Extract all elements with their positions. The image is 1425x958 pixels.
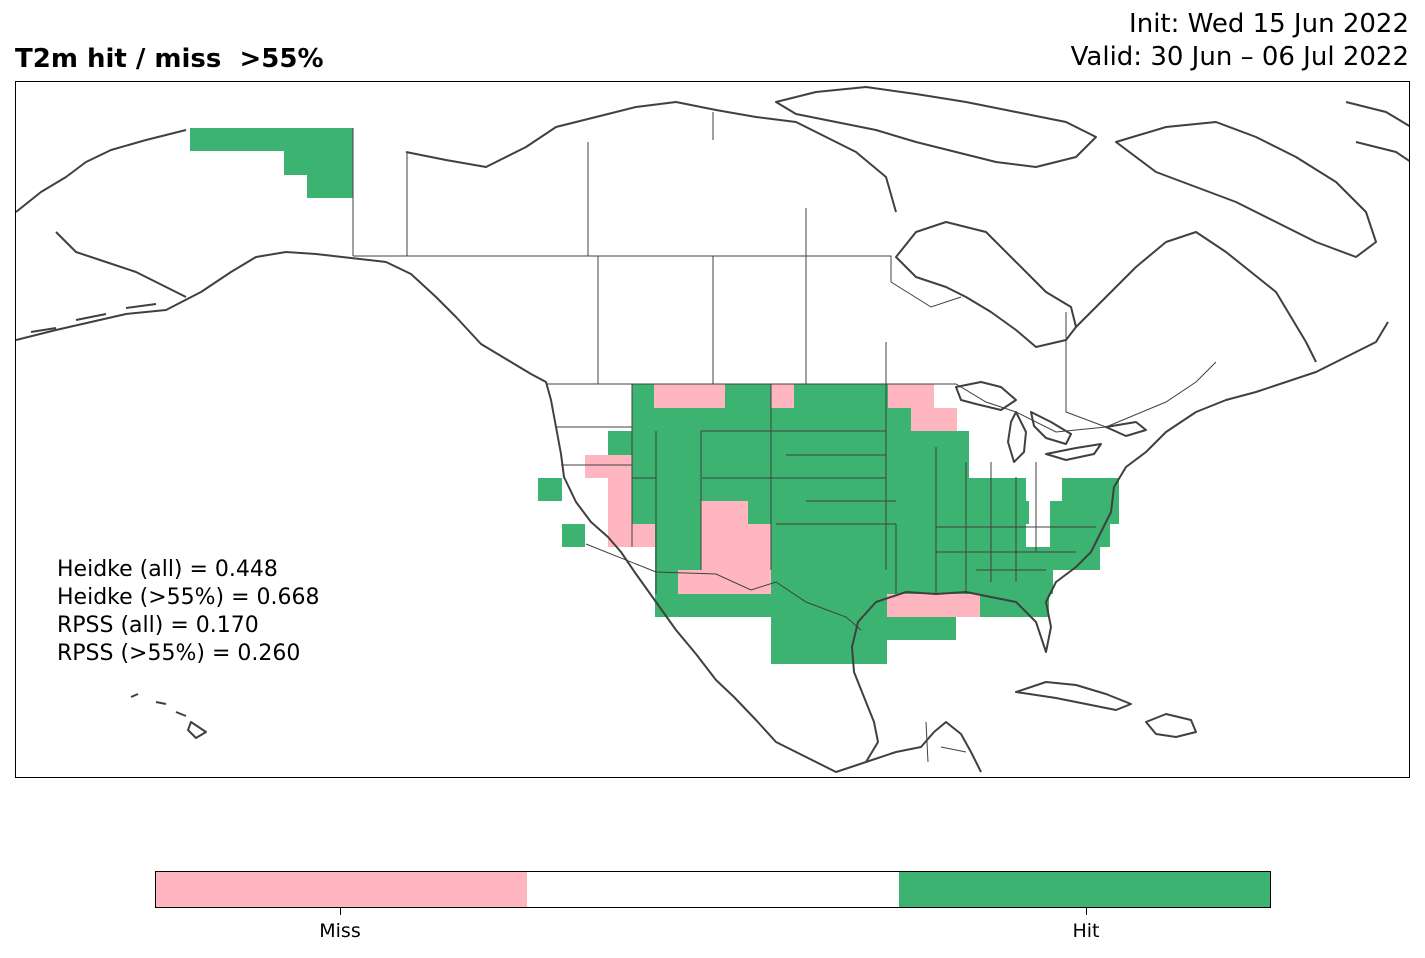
grid-cell-hit: [725, 384, 771, 408]
grid-cell-miss: [771, 384, 794, 408]
border-us-states: [556, 384, 1096, 594]
grid-cell-hit: [1050, 501, 1110, 547]
coastline-greenland: [1345, 101, 1409, 162]
coastline-cuba: [1015, 681, 1132, 711]
date-info: Init: Wed 15 Jun 2022 Valid: 30 Jun – 06…: [1071, 8, 1409, 74]
border-us-mexico: [585, 543, 862, 631]
border-provinces: [353, 255, 962, 308]
grid-cell-miss: [632, 524, 655, 547]
grid-cell-miss: [678, 570, 771, 594]
coastline-hispaniola: [1145, 713, 1197, 738]
heidke-all: Heidke (all) = 0.448: [57, 557, 278, 582]
grid-cell-hit: [562, 524, 585, 547]
grid-cell-hit: [284, 151, 353, 175]
grid-cell-miss: [654, 384, 725, 408]
border-quebec-ontario: [1065, 312, 1107, 428]
grid-cell-miss: [888, 384, 934, 408]
score-panel: Heidke (all) = 0.448 Heidke (>55%) = 0.6…: [57, 556, 320, 668]
coastline-baffin: [1115, 121, 1377, 258]
grid-cell-hit: [307, 175, 353, 198]
grid-cell-miss: [911, 408, 957, 431]
grid-cell-hit: [608, 431, 632, 455]
grid-cell-miss: [608, 478, 632, 547]
colorbar-label-miss: Miss: [319, 920, 361, 942]
border-central-america: [925, 721, 967, 763]
map-canvas: [16, 86, 1409, 773]
colorbar: [155, 871, 1271, 908]
colorbar-tick-miss: [340, 908, 341, 915]
colorbar-label-hit: Hit: [1072, 920, 1100, 942]
political-boundaries: [352, 112, 1217, 763]
coastline-arctic-islands: [775, 86, 1097, 168]
grid-cell-miss: [701, 524, 771, 570]
coastline-arctic: [405, 101, 897, 213]
coastline-yucatan: [865, 721, 982, 773]
hit-miss-grid: [190, 128, 1119, 664]
valid-date: Valid: 30 Jun – 06 Jul 2022: [1070, 42, 1409, 72]
coastline-labrador: [1075, 231, 1317, 363]
grid-cell-hit: [794, 384, 888, 408]
colorbar-segment-hit: [898, 872, 1270, 907]
colorbar-segment-miss: [156, 872, 528, 907]
grid-cell-hit: [632, 384, 654, 408]
grid-cell-miss: [887, 594, 980, 617]
coastline-aleutians: [30, 303, 157, 333]
grid-cell-hit: [632, 478, 1026, 501]
coastline-great-lakes: [955, 381, 1147, 463]
heidke-55: Heidke (>55%) = 0.668: [57, 585, 320, 610]
grid-cell-hit: [632, 501, 1062, 524]
coastline-hawaii: [130, 693, 207, 739]
grid-cell-miss: [585, 455, 632, 478]
map-panel: [15, 81, 1410, 778]
border-provinces-lines: [406, 112, 887, 384]
map-title: T2m hit / miss >55%: [15, 44, 324, 74]
grid-cell-miss: [701, 501, 748, 524]
rpss-55: RPSS (>55%) = 0.260: [57, 641, 301, 666]
init-date: Init: Wed 15 Jun 2022: [1129, 9, 1409, 39]
coastline-hudson-bay: [895, 221, 1077, 348]
coastline-north-america: [16, 251, 1389, 773]
rpss-all: RPSS (all) = 0.170: [57, 613, 259, 638]
colorbar-segment-neutral: [527, 872, 899, 907]
coastline-alaska-west: [16, 129, 187, 298]
grid-cell-hit: [190, 128, 353, 151]
colorbar-tick-hit: [1086, 908, 1087, 915]
coastlines: [16, 86, 1409, 773]
grid-cell-hit: [538, 478, 562, 501]
grid-cell-neutral: [1029, 501, 1050, 524]
border-us-canada: [546, 361, 1217, 433]
